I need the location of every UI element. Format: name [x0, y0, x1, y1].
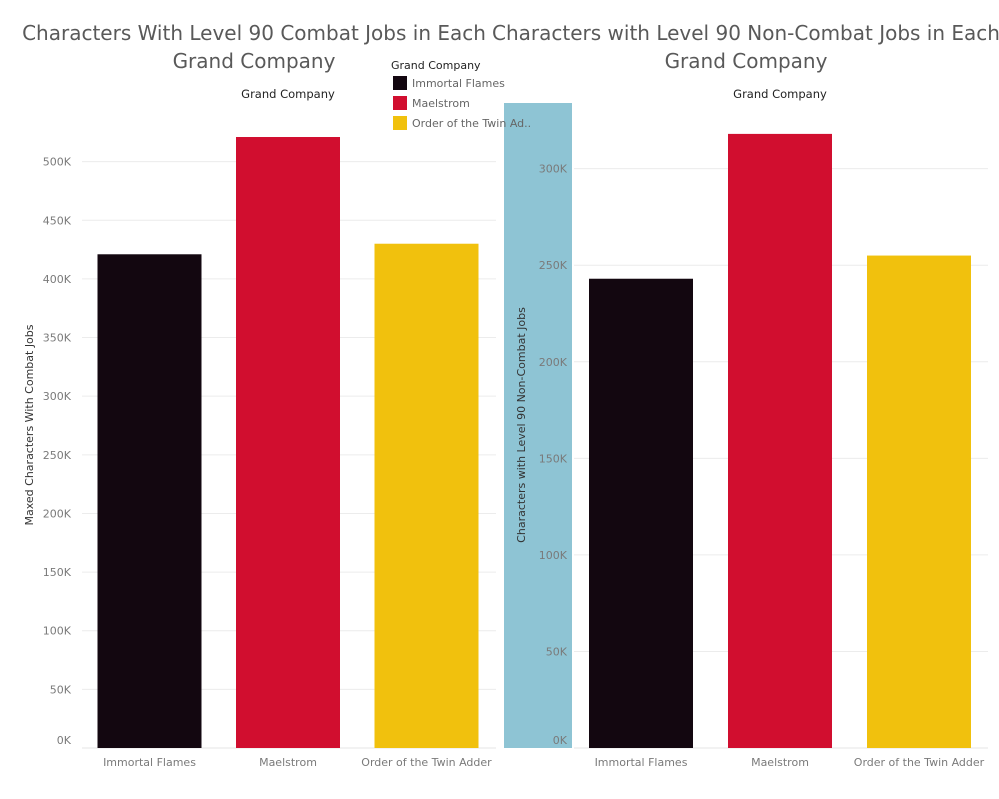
- chart-title-line-2: Grand Company: [665, 49, 828, 73]
- legend: Grand Company Immortal Flames Maelstrom Or…: [391, 59, 531, 130]
- y-tick-label: 100K: [539, 549, 568, 562]
- y-tick-label: 300K: [43, 390, 72, 403]
- y-tick-label: 100K: [43, 625, 72, 638]
- legend-title: Grand Company: [391, 59, 481, 72]
- chart-title-line-1: Characters With Level 90 Combat Jobs in …: [22, 21, 486, 45]
- legend-swatch[interactable]: [393, 76, 407, 90]
- legend-label[interactable]: Maelstrom: [412, 97, 470, 110]
- legend-label[interactable]: Immortal Flames: [412, 77, 505, 90]
- y-axis-label: Characters with Level 90 Non-Combat Jobs: [515, 307, 528, 543]
- y-tick-label: 50K: [546, 645, 568, 658]
- x-tick-label: Maelstrom: [259, 756, 317, 769]
- y-axis-highlight-band: [504, 103, 572, 748]
- x-tick-label: Immortal Flames: [103, 756, 196, 769]
- x-tick-label: Immortal Flames: [595, 756, 688, 769]
- y-tick-label: 350K: [43, 332, 72, 345]
- y-tick-label: 300K: [539, 163, 568, 176]
- bar[interactable]: [728, 133, 832, 749]
- bars: [589, 133, 971, 749]
- y-tick-label: 200K: [43, 507, 72, 520]
- y-tick-label: 0K: [553, 734, 568, 747]
- bars: [97, 137, 479, 749]
- y-tick-labels: 0K 50K 100K 150K 200K 250K 300K 350K 400K 450K 500…: [43, 156, 72, 747]
- y-axis-label: Maxed Characters With Combat Jobs: [23, 324, 36, 525]
- y-tick-label: 150K: [539, 452, 568, 465]
- bar[interactable]: [867, 255, 971, 748]
- bar[interactable]: [589, 278, 693, 748]
- y-tick-label: 150K: [43, 566, 72, 579]
- y-tick-label: 0K: [57, 734, 72, 747]
- y-tick-label: 400K: [43, 273, 72, 286]
- column-header: Grand Company: [733, 87, 827, 101]
- y-tick-label: 450K: [43, 214, 72, 227]
- combat-jobs-chart: Characters With Level 90 Combat Jobs in …: [22, 21, 496, 769]
- column-header: Grand Company: [241, 87, 335, 101]
- chart-title-line-2: Grand Company: [173, 49, 336, 73]
- legend-swatch[interactable]: [393, 116, 407, 130]
- y-tick-labels: 0K 50K 100K 150K 200K 250K 300K: [539, 163, 568, 747]
- y-tick-label: 250K: [43, 449, 72, 462]
- chart-title-line-1: Characters with Level 90 Non-Combat Jobs…: [492, 21, 999, 45]
- y-tick-label: 200K: [539, 356, 568, 369]
- x-tick-label: Order of the Twin Adder: [854, 756, 985, 769]
- x-tick-label: Maelstrom: [751, 756, 809, 769]
- bar[interactable]: [374, 243, 479, 748]
- x-tick-label: Order of the Twin Adder: [361, 756, 492, 769]
- non-combat-jobs-chart: Characters with Level 90 Non-Combat Jobs…: [492, 21, 999, 769]
- bar[interactable]: [97, 254, 202, 749]
- y-tick-label: 500K: [43, 156, 72, 169]
- x-tick-labels: Immortal Flames Maelstrom Order of the Twi…: [595, 756, 985, 769]
- legend-swatch[interactable]: [393, 96, 407, 110]
- bar[interactable]: [236, 137, 340, 748]
- y-tick-label: 50K: [50, 683, 72, 696]
- legend-label[interactable]: Order of the Twin Ad..: [412, 117, 531, 130]
- y-tick-label: 250K: [539, 259, 568, 272]
- x-tick-labels: Immortal Flames Maelstrom Order of the Twi…: [103, 756, 492, 769]
